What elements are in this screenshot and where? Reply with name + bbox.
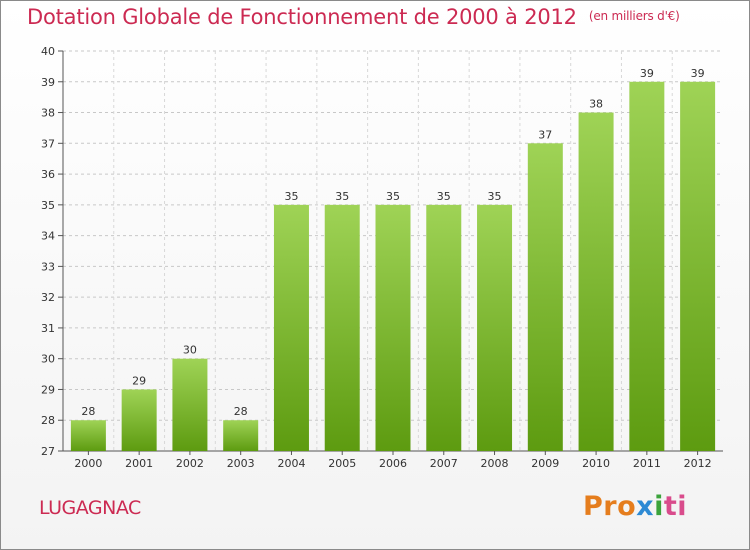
y-tick-label: 38 — [41, 107, 55, 120]
y-tick-label: 30 — [41, 353, 55, 366]
chart-unit-note: (en milliers d'€) — [588, 9, 680, 23]
bar-value-label-2007: 35 — [437, 190, 451, 203]
x-tick-label-2000: 2000 — [74, 457, 102, 470]
bar-value-label-2006: 35 — [386, 190, 400, 203]
bar-2002[interactable] — [172, 358, 208, 451]
x-tick-label-2011: 2011 — [633, 457, 661, 470]
y-tick-label: 35 — [41, 199, 55, 212]
bar-value-label-2011: 39 — [640, 67, 654, 80]
y-tick-label: 36 — [41, 168, 55, 181]
x-axis-ticks: 2000 2001 2002 2003 2004 2005 2006 2007 2008 2009… — [74, 457, 711, 470]
bar-value-label-2005: 35 — [335, 190, 349, 203]
bar-2007[interactable] — [426, 204, 462, 451]
x-tick-label-2012: 2012 — [684, 457, 712, 470]
bar-2011[interactable] — [629, 81, 665, 452]
bar-value-labels: 28 29 30 28 35 35 35 35 35 37 38 39 39 — [81, 67, 704, 418]
x-tick-label-2001: 2001 — [125, 457, 153, 470]
chart-title-text: Dotation Globale de Fonctionnement de 20… — [27, 5, 577, 29]
y-tick-label: 32 — [41, 291, 55, 304]
bar-value-label-2008: 35 — [488, 190, 502, 203]
x-tick-label-2006: 2006 — [379, 457, 407, 470]
x-tick-label-2008: 2008 — [481, 457, 509, 470]
bar-2012[interactable] — [680, 81, 716, 452]
chart-title: Dotation Globale de Fonctionnement de 20… — [27, 5, 680, 29]
y-tick-label: 33 — [41, 260, 55, 273]
x-tick-label-2007: 2007 — [430, 457, 458, 470]
bar-value-label-2003: 28 — [234, 405, 248, 418]
bar-value-label-2012: 39 — [691, 67, 705, 80]
logo-part-1: Pro — [583, 491, 637, 522]
y-tick-label: 29 — [41, 383, 55, 396]
bar-2000[interactable] — [70, 420, 106, 451]
x-tick-label-2010: 2010 — [582, 457, 610, 470]
bar-value-label-2002: 30 — [183, 344, 197, 357]
x-tick-label-2005: 2005 — [328, 457, 356, 470]
bar-value-label-2004: 35 — [284, 190, 298, 203]
x-tick-label-2003: 2003 — [227, 457, 255, 470]
x-tick-label-2009: 2009 — [531, 457, 559, 470]
bar-value-label-2010: 38 — [589, 98, 603, 111]
bars — [70, 81, 716, 452]
bar-value-label-2001: 29 — [132, 374, 146, 387]
y-tick-label: 31 — [41, 322, 55, 335]
logo-part-3: i — [654, 491, 664, 522]
y-tick-label: 28 — [41, 414, 55, 427]
x-tick-label-2002: 2002 — [176, 457, 204, 470]
y-tick-label: 40 — [41, 45, 55, 58]
logo-part-2: x — [636, 491, 655, 522]
bar-2009[interactable] — [527, 143, 563, 452]
x-tick-label-2004: 2004 — [277, 457, 305, 470]
bar-2008[interactable] — [477, 204, 513, 451]
bar-2005[interactable] — [324, 204, 360, 451]
proxiti-logo[interactable]: Proxiti — [583, 491, 687, 522]
commune-name: LUGAGNAC — [39, 497, 141, 519]
y-tick-label: 39 — [41, 76, 55, 89]
logo-part-4: ti — [663, 491, 688, 522]
y-tick-label: 37 — [41, 137, 55, 150]
bar-2001[interactable] — [121, 389, 157, 451]
y-tick-label: 34 — [41, 230, 55, 243]
bar-value-label-2009: 37 — [538, 128, 552, 141]
y-axis-ticks: 27 28 29 30 31 32 33 34 35 36 37 38 39 40 — [41, 45, 55, 458]
bar-2003[interactable] — [223, 420, 259, 451]
y-tick-label: 27 — [41, 445, 55, 458]
bar-2004[interactable] — [273, 204, 309, 451]
bar-value-label-2000: 28 — [81, 405, 95, 418]
bar-2006[interactable] — [375, 204, 411, 451]
bar-2010[interactable] — [578, 112, 614, 452]
